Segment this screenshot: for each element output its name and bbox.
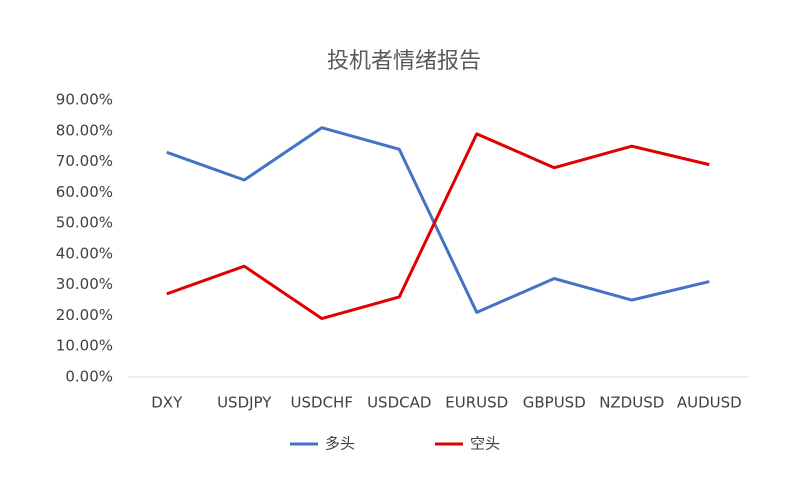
y-tick-label: 30.00%	[56, 275, 113, 293]
y-tick-label: 0.00%	[65, 368, 113, 386]
y-tick-label: 80.00%	[56, 121, 113, 139]
x-tick-label: USDCHF	[291, 394, 353, 412]
y-tick-label: 70.00%	[56, 152, 113, 170]
series-line	[166, 132, 710, 321]
legend-label: 多头	[325, 435, 355, 453]
series-line	[166, 126, 710, 314]
legend-label: 空头	[470, 435, 500, 453]
chart-title: 投机者情绪报告	[327, 49, 481, 74]
y-tick-label: 10.00%	[56, 337, 113, 355]
y-tick-label: 40.00%	[56, 244, 113, 262]
x-tick-label: USDJPY	[217, 394, 272, 412]
x-tick-label: EURUSD	[445, 394, 508, 412]
y-tick-label: 50.00%	[56, 214, 113, 232]
x-tick-label: AUDUSD	[677, 394, 742, 412]
x-tick-label: GBPUSD	[523, 394, 586, 412]
y-tick-label: 60.00%	[56, 183, 113, 201]
x-tick-label: NZDUSD	[599, 394, 664, 412]
y-tick-label: 90.00%	[56, 91, 113, 109]
x-tick-label: USDCAD	[367, 394, 431, 412]
y-tick-label: 20.00%	[56, 306, 113, 324]
x-tick-label: DXY	[151, 394, 183, 412]
